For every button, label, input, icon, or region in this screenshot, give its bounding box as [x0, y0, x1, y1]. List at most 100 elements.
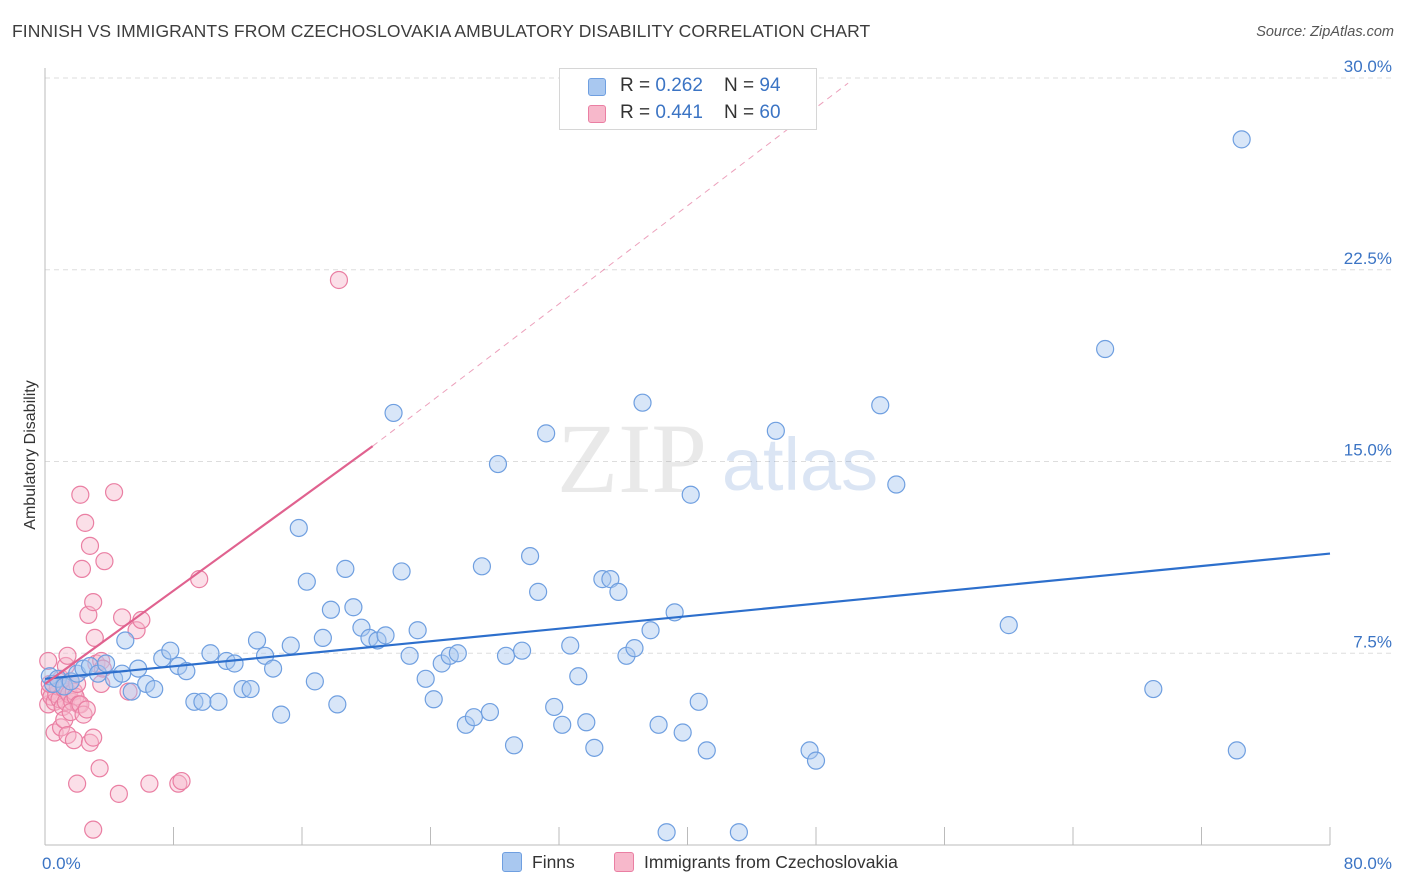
trend-line-finns	[44, 552, 1331, 680]
czech-point-33	[80, 733, 100, 752]
finns-point-36	[305, 672, 324, 691]
legend-r-value-finns: 0.262	[655, 75, 703, 96]
finns-point-93	[1096, 339, 1115, 359]
finns-point-60	[496, 646, 516, 665]
finns-point-49	[408, 621, 427, 640]
finns-point-71	[585, 738, 604, 757]
finns-point-54	[448, 644, 467, 663]
legend-swatch-finns	[588, 78, 606, 96]
finns-point-58	[480, 702, 500, 722]
finns-point-51	[424, 690, 443, 709]
czech-point-29	[64, 731, 84, 750]
czech-point-50	[84, 820, 103, 839]
finns-point-29	[247, 631, 267, 650]
finns-point-16	[145, 679, 164, 699]
finns-point-41	[344, 598, 363, 617]
finns-point-70	[577, 713, 596, 732]
czech-point-54	[127, 621, 146, 640]
finns-point-68	[561, 636, 580, 655]
finns-point-73	[601, 570, 620, 589]
finns-point-94	[1144, 679, 1163, 699]
finns-point-40	[336, 559, 355, 578]
y-axis-label: Ambulatory Disability	[22, 380, 39, 529]
czech-point-40	[80, 536, 100, 555]
czech-point-37	[72, 559, 92, 578]
finns-point-80	[657, 823, 676, 842]
czech-point-31	[74, 705, 93, 724]
finns-point-59	[488, 454, 508, 474]
finns-point-46	[384, 403, 403, 423]
finns-point-35	[297, 572, 316, 591]
finns-point-39	[328, 695, 347, 714]
finns-point-34	[289, 518, 308, 538]
watermark-atlas: atlas	[722, 423, 878, 506]
finns-point-13	[122, 682, 141, 701]
finns-point-47	[392, 562, 411, 581]
czech-point-42	[85, 628, 104, 648]
czech-point-49	[104, 483, 124, 502]
finns-point-77	[633, 393, 652, 412]
legend-n-value-finns: 94	[759, 75, 781, 96]
finns-point-90	[871, 396, 890, 415]
legend-bottom-label-czech: Immigrants from Czechoslovakia	[644, 852, 898, 872]
finns-point-9	[96, 654, 116, 673]
czech-point-32	[77, 700, 96, 719]
finns-point-33	[281, 636, 300, 655]
finns-point-79	[649, 715, 668, 734]
y-tick-label-0: 7.5%	[1353, 632, 1392, 651]
trend-lines	[44, 82, 1331, 685]
legend-r-label-finns: R =	[620, 75, 656, 96]
axes	[44, 68, 1331, 846]
finns-point-91	[887, 475, 906, 494]
finns-point-64	[529, 582, 548, 601]
finns-point-32	[272, 705, 291, 724]
finns-point-69	[569, 667, 588, 686]
finns-point-20	[177, 662, 196, 681]
legend-n-label-czech: N =	[724, 102, 760, 123]
legend-bottom-label-finns: Finns	[532, 852, 575, 872]
czech-point-45	[95, 552, 114, 571]
finns-point-87	[766, 421, 785, 440]
x-tick-label-1: 80.0%	[1344, 854, 1392, 873]
czech-point-41	[84, 593, 103, 612]
finns-point-1	[43, 674, 63, 694]
legend-n-value-czech: 60	[759, 102, 781, 123]
finns-point-57	[472, 557, 491, 576]
finns-point-22	[193, 692, 212, 711]
finns-point-31	[263, 659, 283, 678]
finns-point-23	[201, 644, 220, 663]
finns-point-66	[545, 697, 564, 717]
czech-point-36	[71, 485, 90, 504]
finns-point-38	[321, 600, 341, 619]
finns-point-48	[400, 646, 419, 665]
finns-point-96	[1232, 130, 1251, 149]
y-tick-label-1: 15.0%	[1344, 441, 1392, 460]
chart-title: FINNISH VS IMMIGRANTS FROM CZECHOSLOVAKI…	[12, 21, 871, 41]
czech-point-34	[84, 728, 103, 747]
finns-point-95	[1227, 741, 1246, 760]
czech-point-56	[140, 774, 159, 793]
finns-point-63	[520, 546, 540, 566]
finns-point-88	[800, 741, 819, 760]
finns-point-76	[625, 639, 644, 658]
finns-point-12	[116, 631, 135, 650]
finns-point-45	[376, 626, 395, 645]
czech-point-23	[58, 646, 77, 665]
finns-point-26	[225, 654, 244, 673]
legend-n-label-finns: N =	[724, 75, 760, 96]
finns-point-37	[313, 628, 332, 648]
czech-point-58	[172, 771, 191, 791]
finns-point-50	[416, 669, 435, 688]
finns-point-56	[464, 708, 483, 727]
czech-point-38	[76, 513, 95, 532]
y-tick-label-3: 30.0%	[1344, 57, 1392, 76]
watermark: ZIP atlas	[557, 403, 878, 514]
legend-r-value-czech: 0.441	[655, 102, 703, 123]
legend-swatch-czech	[588, 105, 606, 123]
chart-source: Source: ZipAtlas.com	[1256, 24, 1394, 40]
finns-point-84	[689, 692, 708, 711]
czech-point-57	[169, 774, 188, 793]
trend-line-czech-extension	[372, 82, 849, 447]
trend-line-czech	[44, 445, 374, 685]
